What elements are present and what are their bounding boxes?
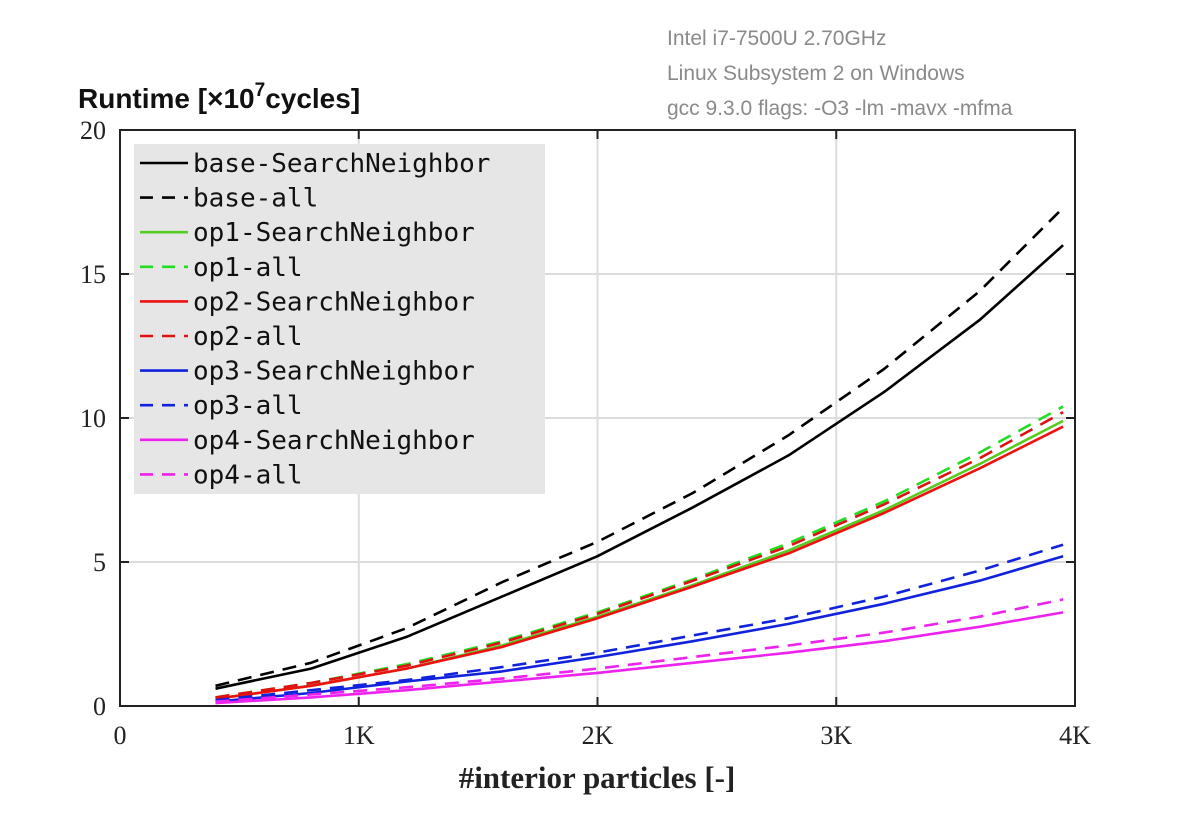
axis-ticks: 0 1K 2K 3K 4K 0 5 10 15 20 xyxy=(80,116,1091,750)
legend-label-base-all: base-all xyxy=(193,184,318,214)
x-axis-label: #interior particles [-] xyxy=(459,760,736,795)
series-line-base-all xyxy=(215,206,1065,688)
y-tick-label: 5 xyxy=(93,548,106,577)
series-line-op4-SearchNeighbor xyxy=(215,611,1064,705)
x-tick-label: 2K xyxy=(582,721,614,750)
x-tick-label: 1K xyxy=(343,721,375,750)
legend-label-op2-SearchNeighbor: op2-SearchNeighbor xyxy=(193,287,475,317)
legend: base-SearchNeighbor base-all op1-SearchNei… xyxy=(134,144,545,494)
y-tick-label: 20 xyxy=(80,116,106,145)
series-line-op4-all xyxy=(215,598,1064,703)
x-tick-label: 4K xyxy=(1059,721,1091,750)
legend-label-op1-SearchNeighbor: op1-SearchNeighbor xyxy=(193,218,475,248)
legend-label-op1-all: op1-all xyxy=(193,253,303,283)
y-tick-label: 10 xyxy=(80,404,106,433)
legend-box xyxy=(134,144,545,494)
legend-label-op4-SearchNeighbor: op4-SearchNeighbor xyxy=(193,426,475,456)
y-axis-label-main: Runtime [×10 xyxy=(78,83,255,114)
legend-label-base-SearchNeighbor: base-SearchNeighbor xyxy=(193,149,490,179)
series-line-op2-all xyxy=(215,411,1064,699)
series-lines xyxy=(215,206,1065,705)
series-line-base-SearchNeighbor xyxy=(215,244,1064,690)
series-line-op3-all xyxy=(215,543,1064,702)
note-compiler: gcc 9.3.0 flags: -O3 -lm -mavx -mfma xyxy=(667,97,1013,120)
legend-label-op2-all: op2-all xyxy=(193,322,303,352)
note-os: Linux Subsystem 2 on Windows xyxy=(667,62,965,85)
x-tick-label: 3K xyxy=(820,721,852,750)
y-axis-label-tail: cycles] xyxy=(265,83,360,114)
y-axis-label: Runtime [×107cycles] xyxy=(78,80,360,114)
y-tick-label: 15 xyxy=(80,260,106,289)
y-tick-label: 0 xyxy=(93,692,106,721)
note-cpu: Intel i7-7500U 2.70GHz xyxy=(667,27,886,50)
series-line-op2-SearchNeighbor xyxy=(215,425,1064,701)
legend-label-op3-SearchNeighbor: op3-SearchNeighbor xyxy=(193,357,475,387)
legend-label-op4-all: op4-all xyxy=(193,460,303,490)
series-line-op3-SearchNeighbor xyxy=(215,554,1064,703)
x-tick-label: 0 xyxy=(114,721,127,750)
y-axis-label-exponent: 7 xyxy=(255,80,266,101)
legend-label-op3-all: op3-all xyxy=(193,391,303,421)
